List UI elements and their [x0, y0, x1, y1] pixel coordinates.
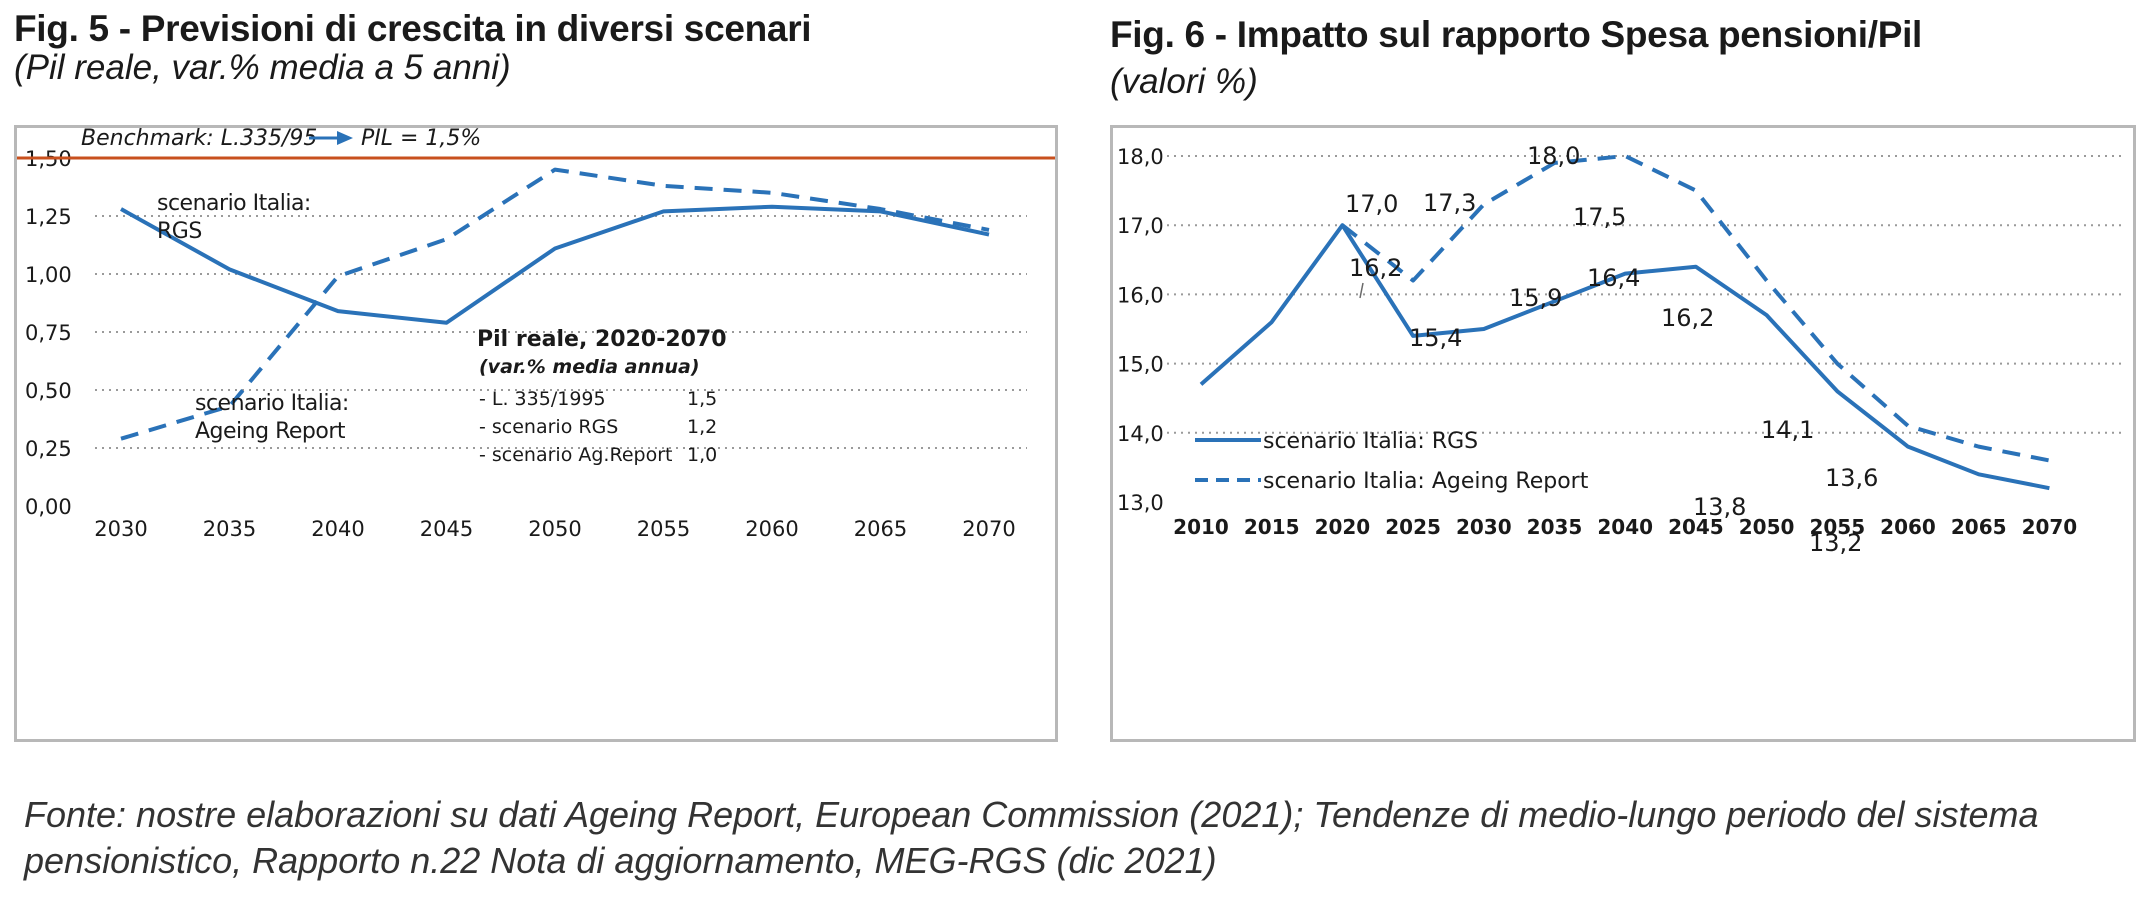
- data-label: 13,6: [1825, 464, 1878, 492]
- series-label: Ageing Report: [195, 419, 346, 444]
- data-label: 16,4: [1587, 264, 1640, 292]
- fig6-title: Fig. 6 - Impatto sul rapporto Spesa pens…: [1110, 14, 1923, 55]
- fig6-chart-frame: 13,0 14,0 15,0 16,0 17,0 18,0 2010 2015 2020 2025…: [1110, 125, 2136, 742]
- fig5-title: Fig. 5 - Previsioni di crescita in diver…: [14, 8, 812, 49]
- inset-row-value: 1,2: [687, 416, 717, 438]
- fig5-chart-frame: 0,00 0,25 0,50 0,75 1,00 1,25 1,50 2030 2035 2040…: [14, 125, 1058, 742]
- inset-row-value: 1,0: [687, 444, 717, 466]
- x-tick-label: 2060: [1880, 515, 1936, 539]
- inset-title: Pil reale, 2020-2070: [477, 327, 727, 352]
- data-label: 16,2: [1349, 254, 1402, 282]
- y-tick-label: 16,0: [1117, 283, 1164, 307]
- inset-row-value: 1,5: [687, 388, 717, 410]
- inset-subtitle: (var.% media annua): [479, 356, 700, 378]
- x-tick-label: 2065: [854, 517, 907, 541]
- series-label: scenario Italia:: [157, 191, 311, 216]
- fig5-subtitle: (Pil reale, var.% media a 5 anni): [14, 48, 511, 87]
- y-tick-label: 0,50: [25, 379, 72, 403]
- x-tick-label: 2035: [203, 517, 256, 541]
- x-tick-label: 2010: [1173, 515, 1229, 539]
- x-tick-label: 2050: [1739, 515, 1795, 539]
- inset-row-label: - scenario Ag.Report: [479, 444, 672, 466]
- x-tick-label: 2030: [1456, 515, 1512, 539]
- x-tick-label: 2070: [2022, 515, 2078, 539]
- fig6-subtitle: (valori %): [1110, 62, 1258, 101]
- inset-row-label: - scenario RGS: [479, 416, 618, 438]
- inset-row-label: - L. 335/1995: [479, 388, 606, 410]
- x-tick-label: 2065: [1951, 515, 2007, 539]
- x-tick-label: 2035: [1527, 515, 1583, 539]
- data-label: 17,3: [1423, 189, 1476, 217]
- y-tick-label: 0,25: [25, 437, 72, 461]
- x-tick-label: 2020: [1315, 515, 1371, 539]
- x-tick-label: 2055: [1809, 515, 1865, 539]
- x-tick-label: 2015: [1244, 515, 1300, 539]
- data-label: 17,5: [1573, 203, 1626, 231]
- legend-label: scenario Italia: RGS: [1263, 429, 1478, 454]
- data-label-leader: [1359, 282, 1364, 299]
- y-tick-label: 0,75: [25, 321, 72, 345]
- x-tick-label: 2025: [1385, 515, 1441, 539]
- y-tick-label: 0,00: [25, 495, 72, 519]
- y-tick-label: 1,00: [25, 263, 72, 287]
- y-tick-label: 15,0: [1117, 353, 1164, 377]
- x-tick-label: 2070: [962, 517, 1015, 541]
- benchmark-label: Benchmark: L.335/95: [81, 128, 317, 151]
- y-tick-label: 13,0: [1117, 491, 1164, 515]
- x-tick-label: 2055: [637, 517, 690, 541]
- x-tick-label: 2045: [1668, 515, 1724, 539]
- data-label: 15,9: [1509, 284, 1562, 312]
- y-tick-label: 14,0: [1117, 422, 1164, 446]
- benchmark-arrow-head: [337, 131, 353, 145]
- series-label: RGS: [157, 219, 202, 244]
- series-label: scenario Italia:: [195, 391, 349, 416]
- x-tick-label: 2040: [311, 517, 364, 541]
- data-label: 17,0: [1345, 190, 1398, 218]
- data-label: 13,2: [1809, 529, 1862, 557]
- data-label: 13,8: [1693, 493, 1746, 521]
- y-tick-label: 17,0: [1117, 214, 1164, 238]
- data-label: 15,4: [1409, 324, 1462, 352]
- series-ageing-report-line: [1341, 154, 2050, 463]
- x-tick-label: 2030: [94, 517, 147, 541]
- x-tick-label: 2045: [420, 517, 473, 541]
- series-rgs-line: [120, 204, 990, 325]
- fig6-chart: 13,0 14,0 15,0 16,0 17,0 18,0 2010 2015 2020 2025…: [1117, 142, 2123, 557]
- data-label: 18,0: [1527, 142, 1580, 170]
- x-tick-label: 2060: [745, 517, 798, 541]
- y-tick-label: 1,25: [25, 205, 72, 229]
- data-label: 16,2: [1661, 304, 1714, 332]
- benchmark-value-label: PIL = 1,5%: [361, 128, 481, 151]
- source-note: Fonte: nostre elaborazioni su dati Agein…: [24, 794, 2039, 881]
- data-label: 14,1: [1761, 416, 1814, 444]
- x-tick-label: 2050: [528, 517, 581, 541]
- x-tick-label: 2040: [1597, 515, 1653, 539]
- legend-label: scenario Italia: Ageing Report: [1263, 469, 1589, 494]
- y-tick-label: 18,0: [1117, 145, 1164, 169]
